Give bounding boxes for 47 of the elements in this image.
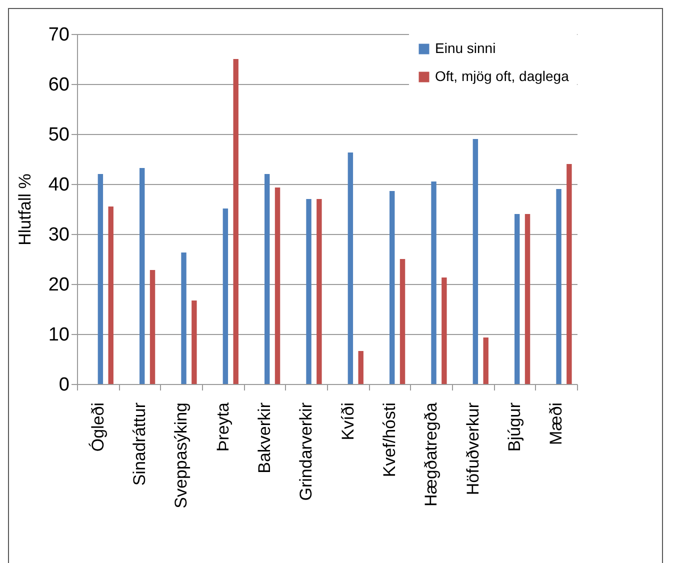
bar — [566, 164, 572, 384]
y-tick-label: 60 — [48, 74, 70, 96]
y-tick-label: 70 — [48, 24, 70, 46]
x-tick-label: Hægðatregða — [422, 402, 441, 506]
y-tick-label: 50 — [48, 124, 70, 146]
bar — [306, 199, 312, 384]
x-tick-label: Grindarverkir — [296, 402, 316, 501]
x-tick-label: Höfuðverkur — [463, 402, 482, 496]
x-tick-label: Kvíði — [338, 402, 358, 440]
x-tick-label: Ógleði — [88, 402, 108, 452]
y-tick-label: 20 — [48, 274, 70, 296]
x-tick-label: Bakverkir — [255, 402, 274, 474]
bar — [222, 208, 228, 384]
bar — [400, 259, 406, 384]
bar — [348, 152, 354, 384]
legend-label: Einu sinni — [435, 40, 496, 56]
bar — [108, 206, 114, 384]
x-tick-label: Sinadráttur — [130, 402, 149, 486]
bar — [472, 139, 478, 384]
x-tick-label: Kvef/hósti — [380, 402, 399, 478]
bar — [192, 300, 197, 384]
bar — [556, 189, 562, 384]
bar — [181, 252, 186, 384]
bar — [150, 270, 156, 384]
bar — [514, 214, 520, 384]
y-axis-title: Hlutfall % — [15, 174, 34, 246]
legend-label: Oft, mjög oft, daglega — [435, 68, 570, 84]
bar — [358, 351, 364, 384]
y-tick-label: 40 — [48, 174, 70, 196]
bar — [140, 168, 145, 384]
x-tick-label: Bjúgur — [505, 402, 524, 452]
bar — [390, 191, 395, 384]
bar — [316, 199, 322, 384]
x-tick-label: Mæði — [546, 402, 566, 446]
bar — [431, 182, 436, 384]
bar — [483, 338, 488, 384]
bar — [98, 174, 104, 384]
x-tick-label: Þreyta — [213, 402, 232, 452]
bar — [524, 214, 530, 384]
bar — [442, 278, 447, 384]
y-tick-label: 10 — [48, 324, 70, 346]
bar — [233, 59, 238, 384]
y-tick-label: 0 — [58, 374, 70, 396]
bar — [264, 174, 270, 384]
x-tick-label: Sveppasýking — [172, 402, 191, 508]
y-tick-label: 30 — [48, 224, 70, 246]
bar — [274, 188, 280, 384]
